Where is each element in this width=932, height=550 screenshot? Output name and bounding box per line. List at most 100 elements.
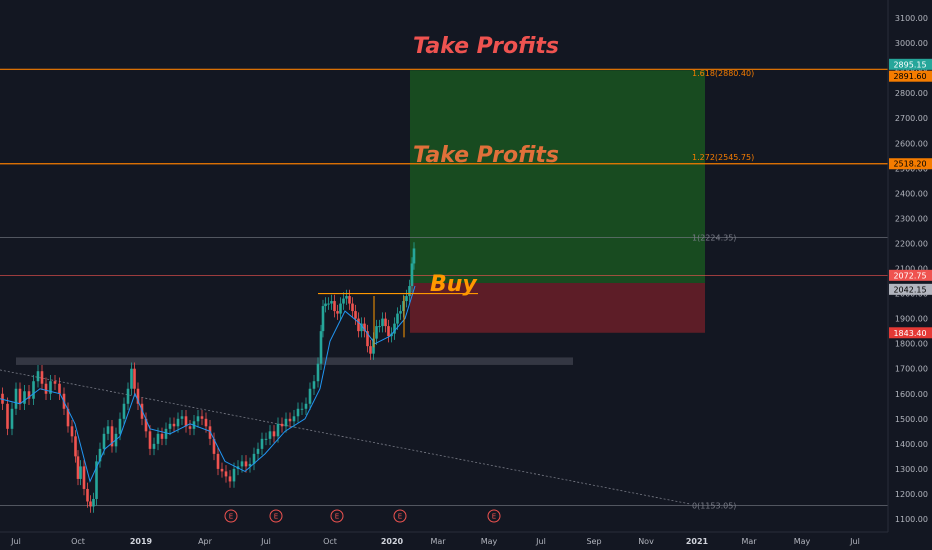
candle-body-51 xyxy=(196,416,200,422)
candle-body-25 xyxy=(95,461,98,499)
candle-body-76 xyxy=(296,408,300,417)
candle-body-93 xyxy=(351,303,354,312)
target-zone xyxy=(410,70,705,283)
candle-body-43 xyxy=(164,428,168,439)
candle-body-91 xyxy=(345,296,348,299)
y-tick-3: 1400.00 xyxy=(895,440,928,449)
price-axis[interactable]: 1100.00 1200.00 1300.00 1400.00 1500.00 1600.… xyxy=(895,14,928,524)
x-tick-12: 2021 xyxy=(686,537,709,546)
price-tag-bg-1 xyxy=(889,70,932,82)
candle-body-73 xyxy=(284,418,288,427)
x-tick-5: Oct xyxy=(323,537,337,546)
event-marker-0 xyxy=(224,509,238,523)
candle-body-7 xyxy=(27,391,31,399)
candle-body-98 xyxy=(366,331,369,347)
candle-body-29 xyxy=(110,426,114,447)
x-tick-7: Mar xyxy=(430,537,446,546)
annotation-2: Buy xyxy=(430,272,478,297)
price-tag-0: 2895.15 xyxy=(893,60,926,69)
candle-body-41 xyxy=(156,433,160,444)
x-tick-13: Mar xyxy=(741,537,757,546)
y-tick-17: 2800.00 xyxy=(895,89,928,98)
y-tick-12: 2300.00 xyxy=(895,214,928,223)
candle-body-52 xyxy=(200,416,204,419)
candle-body-26 xyxy=(98,448,102,462)
candle-body-16 xyxy=(66,408,70,427)
candle-body-101 xyxy=(375,326,378,339)
candle-body-105 xyxy=(387,326,390,337)
candle-body-53 xyxy=(204,418,208,427)
candle-body-92 xyxy=(348,296,351,304)
x-tick-4: Jul xyxy=(260,537,271,546)
candle-body-74 xyxy=(288,418,292,422)
candle-body-67 xyxy=(260,438,264,449)
annotation-layer: Take Profits Take Profits Buy xyxy=(318,34,559,348)
candle-body-19 xyxy=(76,456,80,479)
y-tick-7: 1800.00 xyxy=(895,340,928,349)
price-tag-2: 2518.20 xyxy=(893,160,926,169)
y-tick-13: 2400.00 xyxy=(895,189,928,198)
candle-body-55 xyxy=(212,438,216,454)
candle-body-24 xyxy=(92,498,95,507)
candle-body-14 xyxy=(58,383,61,394)
x-tick-9: Jul xyxy=(535,537,546,546)
fib-label-0: 1.618(2880.40) xyxy=(692,69,754,78)
candle-body-59 xyxy=(228,476,232,482)
candle-body-64 xyxy=(248,463,252,467)
price-tag-bg-5 xyxy=(889,327,932,339)
candle-body-56 xyxy=(216,453,220,469)
trendline xyxy=(0,369,691,505)
price-tag-bg-2 xyxy=(889,158,932,170)
candle-body-81 xyxy=(316,363,320,382)
candle-body-6 xyxy=(23,391,26,404)
candle-body-28 xyxy=(106,426,110,434)
candle-body-42 xyxy=(160,433,164,439)
candle-body-20 xyxy=(79,466,82,479)
y-tick-19: 3000.00 xyxy=(895,39,928,48)
event-marker-3 xyxy=(393,509,407,523)
candle-body-36 xyxy=(136,388,140,404)
x-tick-15: Jul xyxy=(849,537,860,546)
event-label-2: E xyxy=(335,513,339,521)
candle-body-33 xyxy=(126,388,130,404)
y-tick-15: 2600.00 xyxy=(895,139,928,148)
candle-body-27 xyxy=(102,433,106,449)
candle-body-104 xyxy=(384,318,387,327)
y-tick-20: 3100.00 xyxy=(895,14,928,23)
price-tag-bg-3 xyxy=(889,269,932,281)
candle-body-48 xyxy=(184,416,188,427)
candle-body-8 xyxy=(32,381,35,399)
price-tag-bg-4 xyxy=(889,283,932,295)
candle-body-89 xyxy=(339,303,342,314)
candle-body-23 xyxy=(89,501,92,507)
candle-body-103 xyxy=(381,318,384,327)
candle-body-45 xyxy=(172,423,176,427)
candle-body-63 xyxy=(244,461,248,467)
candle-body-60 xyxy=(232,468,236,482)
x-tick-14: May xyxy=(794,537,811,546)
candle-body-114 xyxy=(412,248,416,264)
y-tick-8: 1900.00 xyxy=(895,315,928,324)
moving-average-line xyxy=(0,285,416,483)
y-tick-1: 1200.00 xyxy=(895,490,928,499)
candle-body-83 xyxy=(321,306,325,332)
candle-body-39 xyxy=(148,431,152,449)
x-tick-10: Sep xyxy=(586,537,601,546)
candle-body-77 xyxy=(300,408,304,410)
time-axis[interactable]: Jul Oct 2019 Apr Jul Oct 2020 Mar May Jul Sep Nov 20… xyxy=(10,537,860,546)
event-label-4: E xyxy=(492,513,496,521)
candle-body-3 xyxy=(10,408,14,429)
candle-body-57 xyxy=(220,468,224,472)
candle-body-90 xyxy=(342,298,345,304)
candle-body-87 xyxy=(333,301,336,312)
event-marker-2 xyxy=(330,509,344,523)
candle-body-95 xyxy=(357,318,360,332)
y-tick-11: 2200.00 xyxy=(895,239,928,248)
candle-body-94 xyxy=(354,311,357,319)
stop-zone xyxy=(410,282,705,333)
candle-body-65 xyxy=(252,453,256,464)
candle-body-32 xyxy=(122,403,126,419)
candle-body-62 xyxy=(240,461,244,467)
